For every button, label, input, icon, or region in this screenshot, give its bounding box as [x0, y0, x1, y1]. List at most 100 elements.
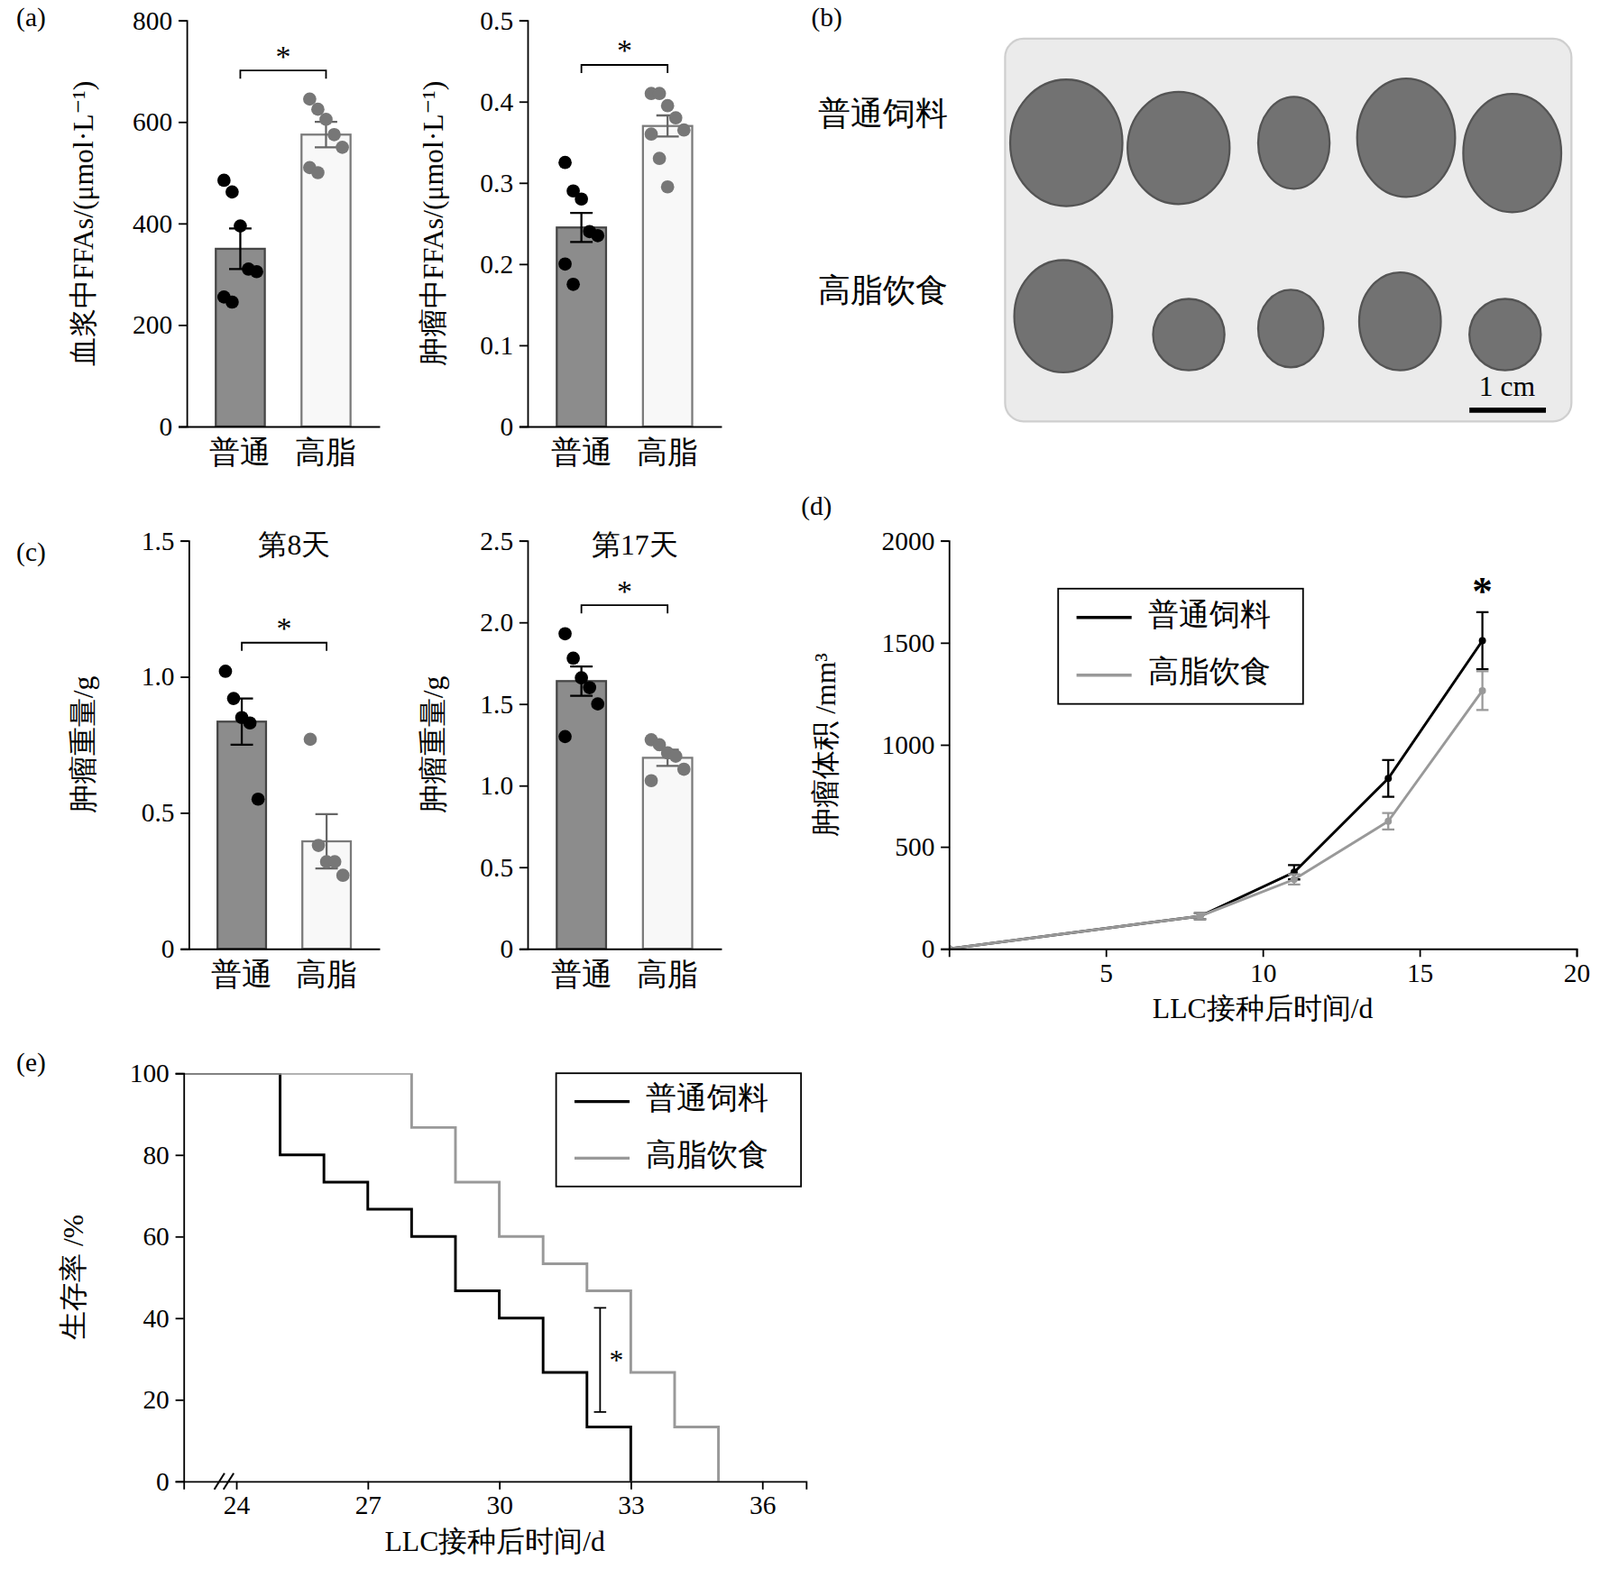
- data-point: [669, 110, 683, 125]
- y-axis: 0500100015002000: [882, 526, 950, 965]
- data-point: [677, 123, 691, 138]
- tick-label: 普通: [551, 957, 613, 992]
- data-point: [1479, 687, 1487, 695]
- tick: 高脂: [294, 435, 357, 469]
- tick-label: 1000: [882, 730, 936, 760]
- y-axis: 00.51.01.52.02.5: [479, 526, 528, 965]
- tick-label: 0: [921, 934, 936, 964]
- tick-mark: [519, 785, 528, 788]
- axis-line: [949, 949, 1578, 957]
- tick-label: 0.4: [479, 87, 514, 117]
- tick: 0.5: [479, 6, 528, 36]
- tick: 40: [142, 1304, 184, 1334]
- axis-line: [940, 541, 950, 950]
- tick: 400: [132, 209, 187, 239]
- data-point: [590, 697, 605, 711]
- figure: 0200400600800普通高脂*血浆中FFAs/(μmol·L⁻¹)(a)0…: [0, 0, 1600, 1569]
- tick-label: 高脂: [636, 957, 699, 992]
- tick-label: 80: [142, 1140, 169, 1170]
- x-axis: 5101520: [949, 948, 1591, 988]
- tick-label: 200: [132, 310, 173, 340]
- data-point: [558, 257, 572, 271]
- tick-label: 27: [355, 1490, 382, 1520]
- legend: 普通饲料高脂饮食: [556, 1073, 802, 1187]
- tick: 1.5: [141, 526, 190, 556]
- y-axis-title: 生存率 /%: [57, 1214, 90, 1341]
- y-axis-title: 血浆中FFAs/(μmol·L⁻¹): [67, 81, 100, 367]
- legend-label: 普通饲料: [645, 1081, 769, 1115]
- tick-label: 40: [142, 1304, 169, 1334]
- legend-swatch: [1076, 673, 1132, 677]
- tick: 80: [142, 1140, 184, 1170]
- tick: 1000: [882, 730, 950, 760]
- bar: [556, 227, 607, 427]
- axis-break: [214, 1473, 225, 1490]
- tick-label: 36: [749, 1490, 776, 1520]
- data-point: [566, 277, 580, 292]
- significance-label: *: [275, 39, 291, 74]
- error-bar: [1381, 760, 1395, 798]
- series-line: [948, 690, 1482, 949]
- tick-mark: [175, 1236, 184, 1239]
- tick-label: 30: [486, 1490, 513, 1520]
- tick-mark: [367, 1481, 369, 1490]
- tick-mark: [178, 426, 187, 429]
- tick: 0.5: [141, 798, 190, 828]
- tick-label: 0: [161, 934, 175, 964]
- tick-label: 20: [1563, 958, 1591, 988]
- scale-bar: [1469, 407, 1546, 414]
- data-point: [661, 180, 675, 194]
- data-point: [251, 792, 266, 807]
- data-point: [312, 838, 326, 853]
- tick-mark: [519, 622, 528, 625]
- data-point: [225, 185, 240, 200]
- tumor-shape: [1258, 96, 1330, 189]
- tick-label: 0: [156, 1467, 170, 1497]
- x-axis: 普通高脂: [189, 949, 381, 992]
- tick-mark: [762, 1481, 764, 1490]
- tick-label: 0.5: [479, 853, 514, 883]
- tick-mark: [178, 222, 187, 225]
- tick-mark: [519, 101, 528, 103]
- tick-mark: [940, 744, 949, 747]
- tick-mark: [940, 642, 949, 644]
- tick-label: 500: [894, 832, 935, 862]
- axis-line: [519, 20, 529, 427]
- tick: 0.5: [479, 853, 528, 883]
- chart-title: 第17天: [591, 529, 679, 561]
- tick-label: 高脂: [294, 435, 357, 469]
- data-point: [336, 868, 350, 883]
- tick-mark: [519, 426, 528, 429]
- tick: 20: [1563, 948, 1591, 988]
- tick-label: 0.5: [479, 6, 514, 36]
- tick: 1.0: [479, 771, 528, 800]
- tick: 1.5: [479, 689, 528, 719]
- tick-mark: [180, 948, 189, 951]
- tick-label: 2.0: [479, 607, 514, 637]
- tick: 600: [132, 107, 187, 137]
- error-bar: [1476, 671, 1490, 710]
- tick-label: 2.5: [479, 526, 514, 556]
- tick: 10: [1250, 948, 1277, 988]
- tick-label: 1.0: [141, 662, 175, 691]
- tick-mark: [178, 19, 187, 22]
- tumor-shape: [1014, 260, 1113, 373]
- bar: [556, 680, 607, 949]
- tick: 0: [499, 412, 528, 442]
- series-line: [948, 641, 1482, 950]
- tick: 27: [355, 1481, 382, 1521]
- tick-label: 20: [142, 1385, 169, 1415]
- data-point: [243, 716, 258, 730]
- tick: 高脂: [636, 957, 699, 992]
- data-point: [590, 229, 605, 243]
- data-point: [328, 855, 342, 869]
- error-bar: [1381, 813, 1395, 830]
- tick-mark: [175, 1399, 184, 1402]
- tick-label: 400: [132, 209, 173, 239]
- tick-mark: [1105, 948, 1108, 957]
- tick: 500: [894, 832, 949, 862]
- tick: 36: [749, 1481, 776, 1521]
- data-point: [1384, 774, 1392, 782]
- tick-label: 600: [132, 107, 173, 137]
- tumor-shape: [1010, 79, 1122, 206]
